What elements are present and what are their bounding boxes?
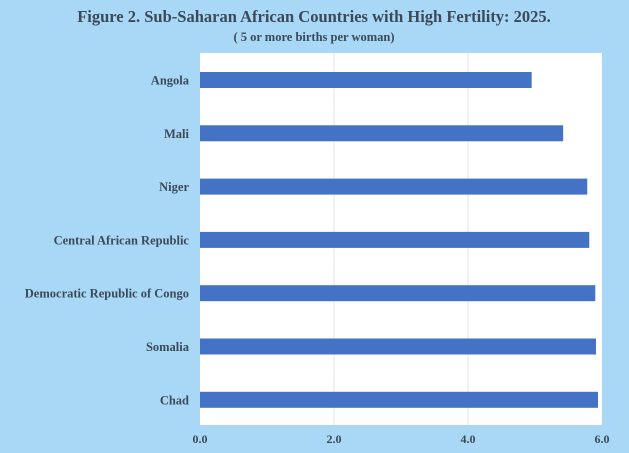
bar-mali [200,125,564,142]
x-tick-label: 6.0 [595,432,610,446]
bar-chad [200,391,598,408]
x-tick-label: 4.0 [461,432,476,446]
bar-niger [200,178,588,195]
x-tick-label: 0.0 [193,432,208,446]
category-label: Chad [160,393,189,407]
bar-democratic-republic-of-congo [200,285,596,302]
category-label: Mali [164,127,190,141]
chart-title: Figure 2. Sub-Saharan African Countries … [77,7,551,26]
category-label: Democratic Republic of Congo [25,287,189,301]
x-tick-label: 2.0 [327,432,342,446]
category-label: Angola [151,74,190,88]
category-label: Central African Republic [54,233,190,247]
category-label: Niger [159,180,189,194]
category-label: Somalia [146,340,190,354]
bar-somalia [200,338,596,355]
chart-subtitle: ( 5 or more births per woman) [233,30,394,44]
bar-angola [200,72,532,88]
bar-central-african-republic [200,231,590,248]
